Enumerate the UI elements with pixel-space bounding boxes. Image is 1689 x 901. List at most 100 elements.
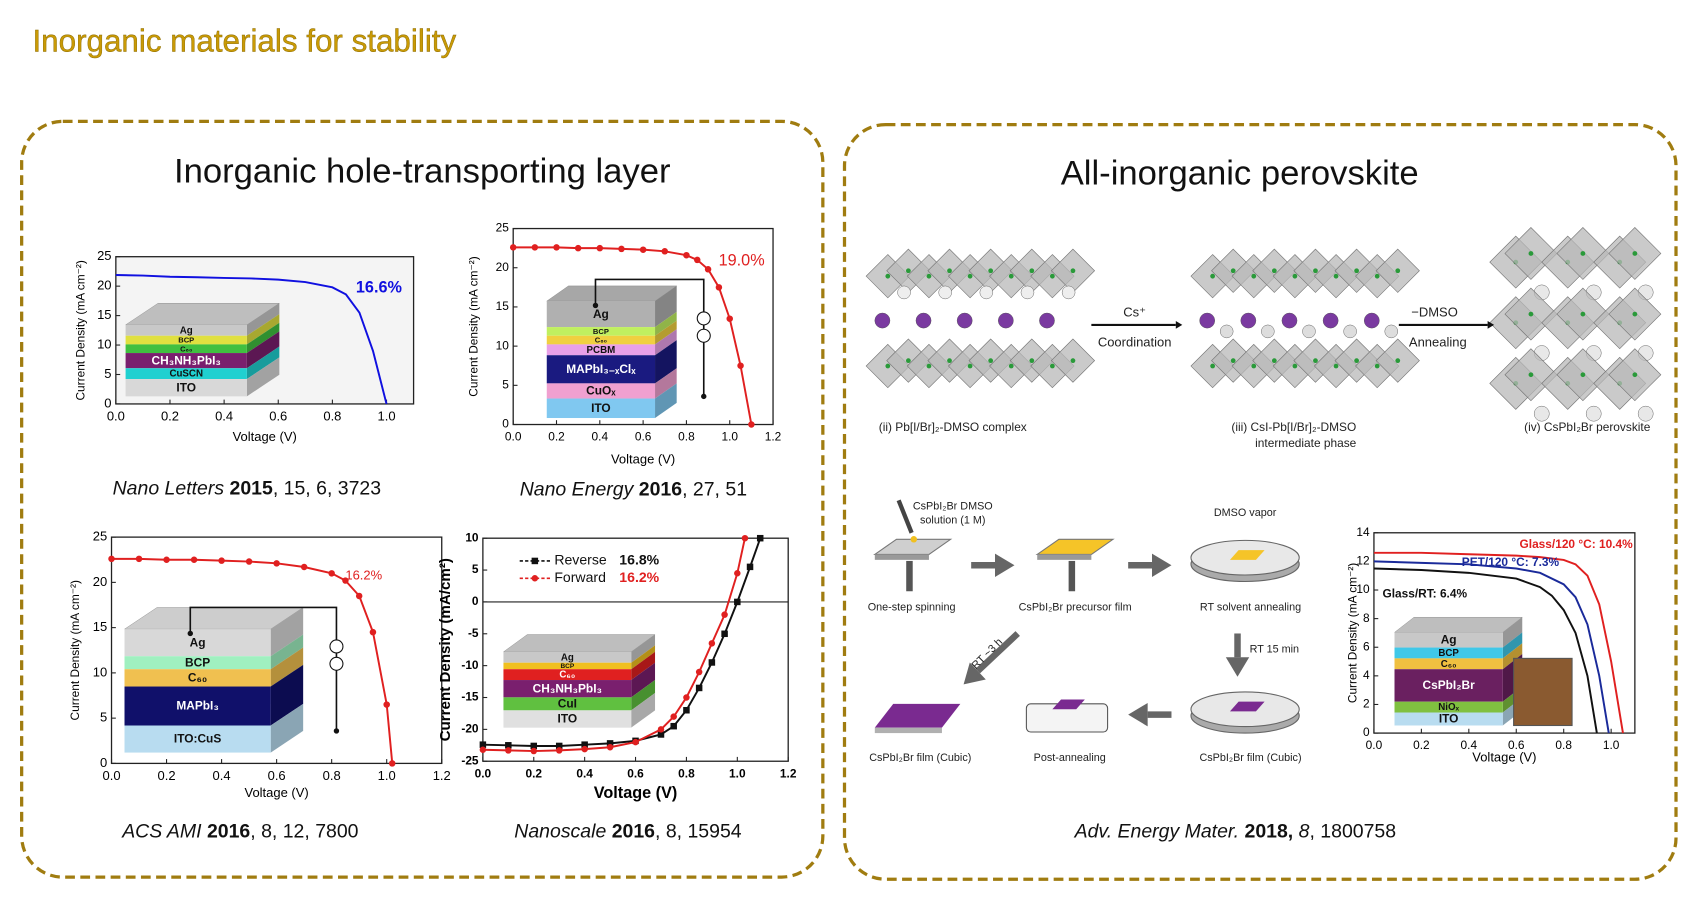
marker [704,266,712,273]
x-tick-label: 0.6 [269,408,287,423]
diagram-label: solution (1 M) [920,515,986,527]
y-tick-label: 0 [100,755,107,770]
layer [503,697,632,711]
layer [125,344,247,354]
y-tick-label: 8 [1363,611,1370,625]
halide [1528,251,1534,256]
citation-part: Nano Energy [520,479,635,501]
halide [967,363,973,369]
marker [369,628,377,636]
charge [329,656,344,671]
marker [531,244,539,251]
x-tick-label: 0.4 [576,766,593,780]
diagram-label: (iv) CsPbI₂Br perovskite [1524,420,1651,434]
y-tick-label: 2 [1363,697,1370,711]
layer-side [631,680,656,711]
layer [124,656,271,670]
layer-label: C₆₀ [595,336,607,345]
citation-part: , 8, 15954 [655,821,742,843]
marker [355,592,363,600]
layer [125,353,247,369]
marker [694,256,701,264]
layer-side [631,651,656,681]
y-axis-label: Current Density (mA cm⁻²) [73,260,87,400]
diagram-label: Cs⁺ [1123,304,1146,319]
y-axis-label: Current Density (mA cm⁻²) [1346,563,1360,703]
halide [1313,268,1318,274]
efficiency-label: 19.0% [719,251,765,269]
y-tick-label: 25 [496,221,510,235]
layer [124,669,271,687]
x-tick-label: 0.2 [548,430,565,444]
marker [606,743,614,751]
x-tick-label: 1.2 [765,430,782,444]
arrow-head [1487,321,1495,329]
layer [546,355,656,384]
x-tick-label: 0.4 [213,768,231,783]
layer-label: Ag [561,652,574,663]
y-tick-label: 0 [502,417,509,431]
y-tick-label: 14 [1356,525,1370,539]
halide [1210,273,1215,279]
layer [503,710,632,728]
film-side [874,727,942,734]
layer-side [270,664,304,726]
ion [1240,312,1257,329]
halide [1049,363,1055,369]
citation-part: , 1800758 [1309,821,1396,843]
layer-label: CuSCN [169,369,203,380]
x-axis-label: Voltage (V) [233,429,297,444]
ion [1281,312,1298,329]
diagram-label: intermediate phase [1255,436,1357,450]
legend-marker [531,557,539,565]
charge [329,639,344,654]
layer-label: MAPbI₃ [176,699,219,713]
ion [874,312,891,329]
y-tick-label: 5 [104,366,111,381]
diagram-label: CsPbI₂Br DMSO [913,501,993,513]
marker [632,738,639,746]
marker [553,244,560,251]
diagram-label: DMSO vapor [1214,507,1277,519]
layer-label: CuOₓ [586,384,616,398]
marker [708,640,716,647]
y-tick-label: 5 [100,710,107,725]
curve [1373,551,1624,734]
layer-side [246,357,280,397]
y-tick-label: 0 [1363,725,1370,739]
halide [1070,358,1076,364]
series-label: Glass/120 °C: 10.4% [1520,537,1634,551]
curve [1373,560,1610,734]
layer [503,651,632,663]
marker [479,741,487,748]
layer [124,686,271,726]
halide [885,363,891,369]
halide [1580,372,1586,378]
arrow-head [994,553,1015,577]
layer-label: BCP [593,327,609,336]
citation-part: 8 [1293,821,1309,843]
layer-side [270,634,304,670]
citation-part: Nano Letters [113,478,225,500]
x-tick-label: 0.0 [102,768,120,783]
y-tick-label: 10 [93,664,107,679]
diagram-label: Annealing [1409,335,1467,350]
y-tick-label: -15 [461,690,479,704]
x-tick-label: 0.2 [158,768,176,783]
y-axis-label: Current Density (mA/cm²) [437,558,454,741]
y-tick-label: 25 [93,529,107,544]
series-label: PET/120 °C: 7.3% [1462,555,1560,569]
marker [530,742,538,750]
marker [734,598,741,606]
x-axis-label: Voltage (V) [245,785,309,800]
spin-plate-side [874,554,929,560]
ion [1363,312,1380,329]
y-tick-label: 20 [97,278,111,293]
spin-shaft [906,560,913,592]
halide [1271,268,1277,274]
ion [1343,324,1357,339]
arrow-head [963,662,986,685]
halide [1580,251,1586,256]
curve [1373,567,1598,734]
